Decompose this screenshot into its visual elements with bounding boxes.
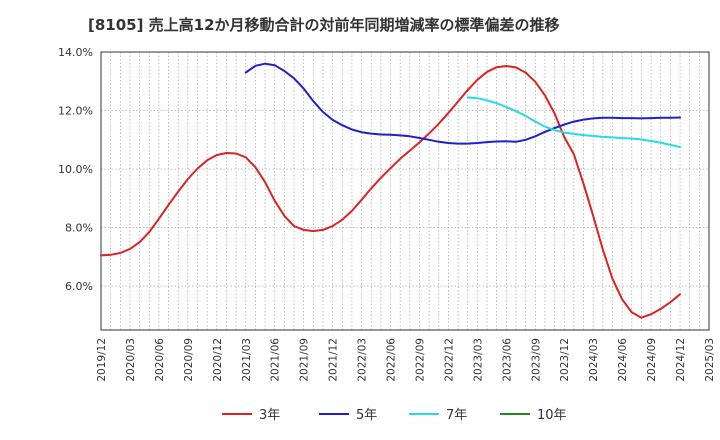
- x-tick-label: 2022/12: [443, 338, 455, 382]
- x-tick-label: 2024/12: [675, 338, 687, 382]
- x-tick-label: 2020/12: [212, 338, 224, 382]
- legend-label: 3年: [259, 408, 280, 423]
- x-tick-label: 2023/03: [472, 338, 484, 382]
- x-tick-label: 2024/06: [617, 338, 629, 382]
- x-tick-label: 2023/06: [501, 338, 513, 382]
- x-tick-label: 2022/06: [386, 338, 398, 382]
- x-tick-label: 2021/12: [328, 338, 340, 382]
- legend-label: 5年: [356, 408, 377, 423]
- y-tick-label: 8.0%: [65, 222, 93, 235]
- chart-title: [8105] 売上高12か月移動合計の対前年同期増減率の標準偏差の推移: [88, 16, 560, 34]
- y-tick-label: 14.0%: [58, 46, 93, 59]
- plot-area: [100, 51, 710, 331]
- x-tick-label: 2023/12: [559, 338, 571, 382]
- series-line: [244, 62, 681, 145]
- legend: 3年 5年 7年 10年: [222, 408, 567, 423]
- x-tick-label: 2023/09: [530, 338, 542, 382]
- series-line: [466, 96, 681, 149]
- grid: [101, 51, 709, 330]
- x-tick-label: 2021/03: [241, 338, 253, 382]
- y-tick-label: 6.0%: [65, 280, 93, 293]
- x-tick-label: 2024/09: [646, 338, 658, 382]
- x-tick-label: 2020/06: [154, 338, 166, 382]
- x-axis-ticks: 2019/12 2020/03 2020/06 2020/09 2020/12 2021/…: [96, 338, 716, 382]
- x-tick-label: 2022/03: [357, 338, 369, 382]
- x-tick-label: 2021/09: [299, 338, 311, 382]
- x-tick-label: 2021/06: [270, 338, 282, 382]
- x-tick-label: 2024/03: [588, 338, 600, 382]
- x-tick-label: 2022/09: [414, 338, 426, 382]
- series-line: [100, 65, 681, 319]
- y-tick-label: 10.0%: [58, 163, 93, 176]
- series-lines: [100, 62, 681, 319]
- y-tick-label: 12.0%: [58, 105, 93, 118]
- x-tick-label: 2020/09: [183, 338, 195, 382]
- legend-label: 10年: [537, 408, 567, 423]
- x-tick-label: 2025/03: [704, 338, 716, 382]
- legend-label: 7年: [446, 408, 467, 423]
- x-tick-label: 2019/12: [96, 338, 108, 382]
- y-axis-ticks: 6.0% 8.0% 10.0% 12.0% 14.0%: [58, 46, 93, 293]
- x-tick-label: 2020/03: [125, 338, 137, 382]
